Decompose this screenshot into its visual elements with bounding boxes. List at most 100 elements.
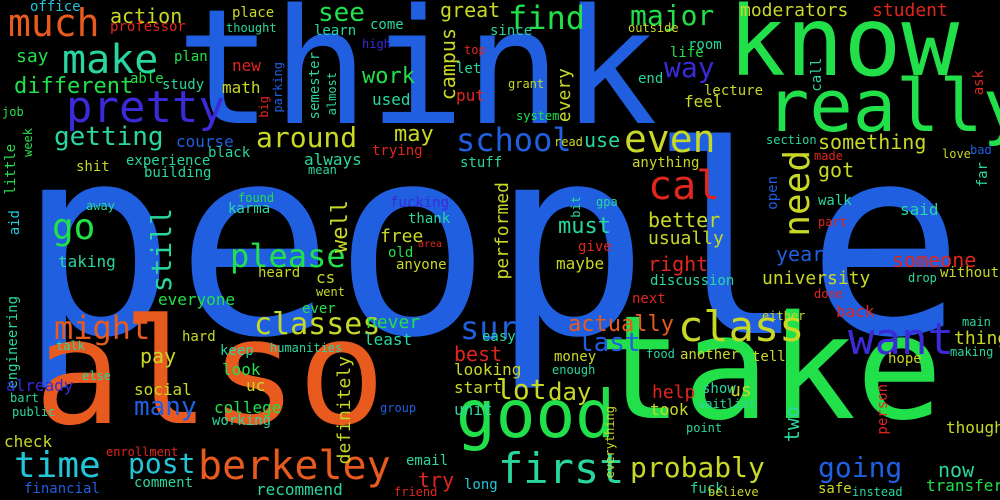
word-show: show: [702, 381, 736, 397]
word-little: little: [3, 144, 19, 195]
word-class: class: [678, 302, 805, 351]
word-high: high: [362, 37, 391, 51]
word-us: us: [730, 380, 752, 401]
word-better: better: [648, 208, 721, 232]
word-transfer: transfer: [926, 476, 1000, 495]
word-group: group: [380, 401, 417, 415]
word-keep: keep: [220, 343, 254, 359]
word-someone: someone: [892, 248, 977, 272]
word-cal: cal: [648, 163, 721, 209]
word-big: big: [257, 96, 271, 118]
word-anyone: anyone: [396, 257, 447, 273]
word-put: put: [456, 86, 485, 105]
word-try: try: [418, 468, 455, 492]
word-day: day: [548, 378, 592, 406]
word-top: top: [464, 43, 486, 57]
word-action: action: [110, 4, 183, 28]
word-student: student: [872, 0, 948, 21]
word-ask: ask: [971, 70, 987, 96]
word-almost: almost: [325, 72, 339, 116]
word-going: going: [818, 451, 903, 484]
word-performed: performed: [492, 182, 513, 280]
word-way: way: [664, 51, 715, 84]
word-want: want: [848, 314, 954, 365]
word-waitlist: waitlist: [698, 397, 756, 411]
word-taking: taking: [58, 252, 116, 271]
word-heard: heard: [258, 265, 301, 281]
word-friend: friend: [394, 485, 438, 499]
word-food: food: [646, 347, 675, 361]
word-room: room: [688, 37, 722, 53]
word-actually: actually: [568, 312, 674, 337]
word-start: start: [454, 378, 503, 397]
word-without: without: [940, 265, 1000, 281]
word-anything: anything: [632, 155, 700, 171]
word-took: took: [650, 400, 689, 419]
word-math: math: [222, 78, 261, 97]
word-place: place: [232, 5, 275, 21]
word-parking: parking: [271, 62, 285, 113]
word-college: college: [214, 398, 282, 417]
word-ever: ever: [302, 301, 336, 317]
word-experience: experience: [126, 153, 211, 169]
word-well: well: [328, 200, 353, 253]
word-pay: pay: [140, 344, 177, 368]
word-open: open: [765, 176, 781, 210]
word-go: go: [52, 207, 96, 248]
word-semester: semester: [307, 52, 323, 120]
word-really: really: [766, 64, 1000, 148]
word-thought: thought: [226, 21, 277, 35]
word-karma: karma: [228, 201, 271, 217]
word-cs: cs: [316, 268, 336, 287]
word-gpa: gpa: [596, 195, 618, 209]
word-think: think: [176, 0, 658, 161]
word-public: public: [12, 405, 56, 419]
word-bit: bit: [569, 196, 583, 218]
word-long: long: [464, 477, 498, 493]
word-usually: usually: [648, 228, 724, 249]
word-part: part: [818, 215, 847, 229]
word-office: office: [30, 0, 81, 15]
word-already: already: [6, 376, 74, 395]
word-another: another: [680, 347, 740, 363]
word-money: money: [554, 349, 597, 365]
word-black: black: [208, 145, 251, 161]
word-getting: getting: [54, 122, 164, 152]
word-classes: classes: [254, 307, 381, 342]
word-fuck: fuck: [690, 481, 724, 497]
word-trying: trying: [372, 143, 423, 159]
word-next: next: [632, 291, 666, 307]
word-berkeley: berkeley: [198, 443, 391, 489]
word-walk: walk: [818, 193, 852, 209]
word-around: around: [256, 121, 358, 154]
word-life: life: [670, 45, 704, 61]
word-job: job: [2, 105, 24, 119]
word-talk: talk: [56, 339, 85, 353]
word-right: right: [648, 252, 709, 276]
word-engineering: engineering: [5, 296, 21, 389]
word-mean: mean: [308, 163, 337, 177]
word-email: email: [406, 453, 449, 469]
word-got: got: [818, 158, 855, 182]
word-say: say: [16, 46, 49, 67]
word-everything: everything: [603, 406, 617, 479]
word-definitely: definitely: [334, 356, 355, 465]
word-professor: professor: [110, 19, 186, 35]
word-shit: shit: [76, 159, 110, 175]
word-let: let: [456, 61, 482, 77]
word-social: social: [134, 380, 192, 399]
word-main: main: [962, 315, 991, 329]
word-lot: lot: [496, 373, 547, 406]
word-section: section: [766, 133, 817, 147]
word-point: point: [686, 421, 723, 435]
word-call: call: [809, 58, 825, 92]
word-comment: comment: [134, 475, 194, 491]
word-use: use: [584, 128, 621, 152]
word-post: post: [128, 447, 196, 480]
word-different: different: [14, 74, 134, 99]
word-something: something: [818, 130, 927, 154]
word-look: look: [222, 360, 261, 379]
word-believe: believe: [708, 485, 759, 499]
word-back: back: [836, 302, 875, 321]
word-year: year: [776, 242, 825, 266]
